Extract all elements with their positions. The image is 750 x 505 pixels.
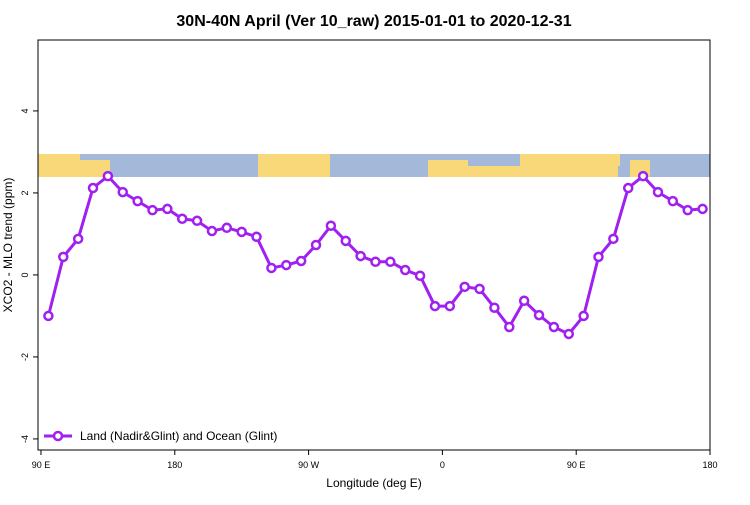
data-point [593,251,604,263]
data-point [682,204,693,216]
data-point [340,235,352,247]
x-tick-label: 0 [440,460,445,470]
data-point [608,233,619,245]
y-tick-label: -4 [20,435,30,443]
data-point [236,226,247,238]
data-point [622,182,634,194]
data-point [578,310,589,322]
data-point [548,321,560,333]
data-point [147,204,158,216]
y-tick-label: 4 [20,108,30,113]
data-point [266,262,277,274]
data-point [176,213,188,225]
x-tick-label: 90 E [32,460,51,470]
data-point [58,251,69,263]
x-tick-label: 90 W [298,460,320,470]
data-point [563,328,575,340]
data-point [43,310,54,322]
data-point [370,256,381,268]
data-point [399,264,411,276]
data-point [221,222,233,234]
data-point [191,215,203,227]
data-point [310,239,322,251]
y-axis-label: XCO2 - MLO trend (ppm) [1,178,15,313]
data-point [325,220,337,231]
data-point [697,203,708,215]
series-line [46,174,703,336]
data-point [206,225,218,237]
data-point [87,182,99,194]
y-tick-label: 0 [20,272,30,277]
data-point [444,300,456,312]
x-tick-label: 180 [702,460,717,470]
x-tick-label: 180 [167,460,182,470]
data-point [637,170,649,182]
data-point [414,270,426,281]
data-point [385,256,396,268]
data-point [102,170,114,182]
legend-label: Land (Nadir&Glint) and Ocean (Glint) [80,429,277,443]
data-point [518,295,530,307]
data-point [667,195,679,207]
data-point [355,250,366,262]
x-tick-label: 90 E [567,460,586,470]
x-axis-label: Longitude (deg E) [326,476,421,490]
data-point [295,255,307,267]
data-point [533,309,545,321]
data-point [504,321,515,333]
data-point [132,195,143,207]
data-point [72,233,84,245]
data-point [429,300,441,312]
data-point [652,186,664,198]
data-point [489,302,500,313]
plot-frame [37,39,711,451]
chart-title: 30N-40N April (Ver 10_raw) 2015-01-01 to… [176,13,571,30]
y-tick-label: -2 [20,353,30,361]
data-point [117,186,128,198]
legend-marker [52,430,64,442]
map-band [38,154,710,177]
y-tick-label: 2 [20,190,30,195]
data-point [474,283,485,295]
data-point [162,203,173,215]
data-point [281,259,292,271]
data-point [251,231,262,243]
data-point [459,281,470,293]
